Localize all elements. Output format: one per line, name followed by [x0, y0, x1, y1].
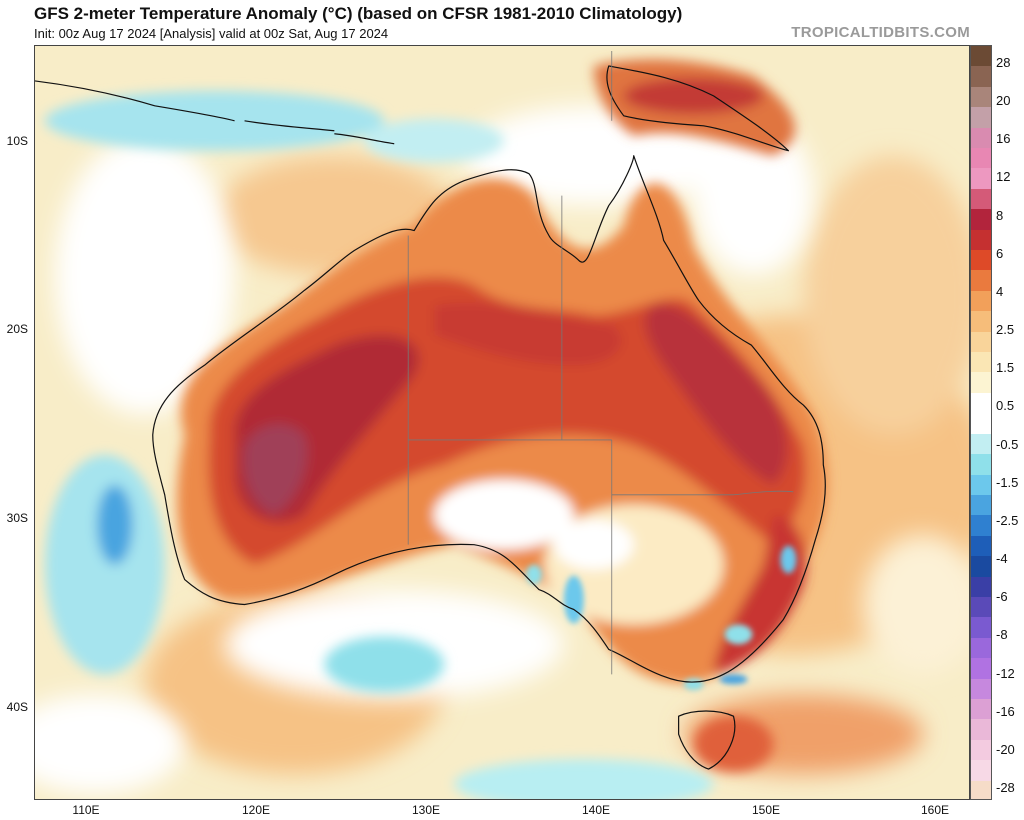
lon-label-120e: 120E: [241, 803, 271, 817]
colorbar-swatch: [971, 494, 991, 517]
lon-label-130e: 130E: [411, 803, 441, 817]
colorbar-swatch: [971, 535, 991, 558]
coastlines: [35, 65, 826, 770]
colorbar-swatch: [971, 678, 991, 700]
anomaly-field: [35, 46, 969, 799]
colorbar-label: -16: [996, 703, 1015, 719]
colorbar-swatch: [971, 719, 991, 741]
colorbar-swatch: [971, 739, 991, 762]
colorbar-swatch: [971, 556, 991, 578]
colorbar-swatch: [971, 780, 991, 799]
colorbar-swatch: [971, 372, 991, 394]
temperature-anomaly-map: [34, 45, 970, 800]
colorbar-label: 12: [996, 169, 1011, 185]
colorbar-swatch: [971, 270, 991, 292]
indonesia-islands: [35, 80, 395, 145]
colorbar-swatch: [971, 637, 991, 660]
colorbar-label: 2.5: [996, 322, 1015, 338]
colorbar-swatch: [971, 250, 991, 272]
colorbar-label: -20: [996, 741, 1015, 757]
colorbar-swatch: [971, 576, 991, 598]
ocean-cold-anomaly: [44, 90, 714, 799]
colorbar-swatch: [971, 86, 991, 109]
colorbar-swatch: [971, 413, 991, 435]
colorbar-swatch: [971, 46, 991, 68]
colorbar-label: -6: [996, 589, 1008, 605]
colorbar-swatch: [971, 331, 991, 354]
colorbar-label: -12: [996, 665, 1015, 681]
lat-label-30s: 30S: [6, 511, 28, 525]
colorbar-label: -2.5: [996, 512, 1019, 528]
lat-label-10s: 10S: [6, 134, 28, 148]
colorbar-label: 28: [996, 55, 1011, 70]
colorbar-swatch: [971, 168, 991, 190]
colorbar-swatch: [971, 658, 991, 680]
map-subtitle: Init: 00z Aug 17 2024 [Analysis] valid a…: [34, 26, 389, 41]
australia-coastline: [152, 155, 826, 683]
lon-label-140e: 140E: [581, 803, 611, 817]
new-guinea-coastline: [606, 65, 789, 152]
colorbar-label: 4: [996, 283, 1004, 299]
map-title: GFS 2-meter Temperature Anomaly (°C) (ba…: [34, 4, 683, 23]
colorbar-swatch: [971, 596, 991, 619]
colorbar-swatch: [971, 229, 991, 252]
colorbar-label: 1.5: [996, 360, 1015, 376]
state-borders: [407, 50, 794, 675]
colorbar-swatch: [971, 148, 991, 170]
lon-label-110e: 110E: [72, 803, 100, 817]
colorbar-swatch: [971, 127, 991, 149]
lat-label-20s: 20S: [6, 322, 28, 336]
lat-label-40s: 40S: [6, 700, 28, 714]
tasmania-coastline: [678, 710, 736, 770]
colorbar-swatch: [971, 311, 991, 333]
colorbar-label: -8: [996, 627, 1008, 643]
colorbar-label: 20: [996, 93, 1011, 109]
colorbar-swatch: [971, 698, 991, 721]
colorbar-swatch: [971, 515, 991, 537]
colorbar-label: -1.5: [996, 474, 1019, 490]
colorbar-label: -4: [996, 551, 1008, 567]
colorbar-swatch: [971, 760, 991, 782]
colorbar-swatch: [971, 433, 991, 456]
lon-label-150e: 150E: [751, 803, 781, 817]
colorbar-label: 0.5: [996, 398, 1015, 414]
colorbar-swatch: [971, 392, 991, 415]
land-anomaly-field: [176, 59, 828, 773]
colorbar-swatch: [971, 617, 991, 639]
colorbar-swatch: [971, 454, 991, 476]
colorbar-label: -0.5: [996, 436, 1019, 452]
colorbar-swatch: [971, 290, 991, 313]
colorbar-label: 8: [996, 207, 1004, 223]
colorbar-swatch: [971, 188, 991, 211]
colorbar-swatch: [971, 209, 991, 231]
colorbar-swatch: [971, 66, 991, 88]
lon-label-160e: 160E: [920, 803, 950, 817]
colorbar: [970, 45, 992, 800]
site-credit: TROPICALTIDBITS.COM: [791, 24, 970, 41]
colorbar-swatch: [971, 352, 991, 374]
colorbar-label: 6: [996, 245, 1004, 261]
colorbar-swatch: [971, 474, 991, 496]
inland-cold-spots: [525, 545, 797, 691]
colorbar-label: 16: [996, 131, 1011, 147]
colorbar-label: -28: [996, 780, 1015, 795]
colorbar-swatch: [971, 107, 991, 129]
